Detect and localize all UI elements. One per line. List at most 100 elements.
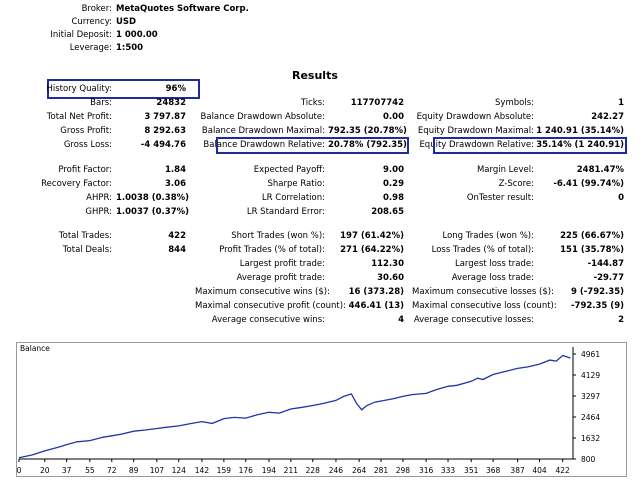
- equity-drawdown-maximal-label: Equity Drawdown Maximal:: [417, 126, 534, 136]
- maximal-consecutive-profit-count-label: Maximal consecutive profit (count):: [195, 301, 346, 311]
- short-trades-won-value: 197 (61.42%): [340, 231, 404, 241]
- lr-correlation-label: LR Correlation:: [261, 193, 325, 203]
- largest-loss-trade-label: Largest loss trade:: [454, 259, 534, 269]
- y-tick-label: 800: [581, 455, 596, 464]
- initial-deposit-label: Initial Deposit:: [50, 30, 112, 40]
- lr-standard-error-label: LR Standard Error:: [246, 207, 325, 217]
- z-score-label: Z-Score:: [498, 179, 534, 189]
- long-trades-won-value: 225 (66.67%): [560, 231, 624, 241]
- total-trades-label: Total Trades:: [58, 231, 112, 241]
- balance-line: [18, 354, 571, 459]
- bars-value: 24832: [156, 98, 186, 108]
- x-tick-label: 20: [40, 466, 50, 475]
- total-trades-value: 422: [168, 231, 186, 241]
- lr-correlation-value: 0.98: [383, 193, 404, 203]
- ahpr-value: 1.0038 (0.38%): [116, 193, 190, 203]
- profit-trades-of-total-value: 271 (64.22%): [340, 245, 404, 255]
- x-tick-label: 298: [396, 466, 411, 475]
- maximum-consecutive-losses-value: 9 (-792.35): [571, 287, 624, 297]
- x-tick-label: 159: [217, 466, 232, 475]
- leverage-label: Leverage:: [69, 43, 112, 53]
- sharpe-ratio-label: Sharpe Ratio:: [267, 179, 326, 189]
- maximal-consecutive-profit-count-value: 446.41 (13): [348, 301, 404, 311]
- ontester-result-value: 0: [618, 193, 624, 203]
- x-tick-label: 316: [419, 466, 434, 475]
- x-tick-label: 228: [306, 466, 321, 475]
- total-net-profit-label: Total Net Profit:: [46, 112, 112, 122]
- x-tick-label: 368: [486, 466, 501, 475]
- ticks-value: 117707742: [350, 98, 404, 108]
- symbols-value: 1: [618, 98, 624, 108]
- sharpe-ratio-value: 0.29: [383, 179, 404, 189]
- y-tick-label: 4961: [581, 350, 600, 359]
- ontester-result-label: OnTester result:: [466, 193, 534, 203]
- average-loss-trade-value: -29.77: [593, 273, 624, 283]
- x-tick-label: 124: [172, 466, 187, 475]
- largest-loss-trade-value: -144.87: [587, 259, 624, 269]
- x-tick-label: 176: [239, 466, 254, 475]
- balance-drawdown-relative-highlight: [216, 137, 409, 154]
- profit-factor-value: 1.84: [165, 165, 186, 175]
- x-tick-label: 37: [62, 466, 72, 475]
- profit-factor-label: Profit Factor:: [58, 165, 112, 175]
- average-profit-trade-value: 30.60: [377, 273, 404, 283]
- y-tick-label: 2464: [581, 413, 600, 422]
- x-tick-label: 351: [464, 466, 479, 475]
- balance-drawdown-absolute-value: 0.00: [383, 112, 404, 122]
- loss-trades-of-total-label: Loss Trades (% of total):: [431, 245, 534, 255]
- y-tick-label: 1632: [581, 434, 600, 443]
- x-tick-label: 55: [85, 466, 95, 475]
- x-tick-label: 107: [150, 466, 165, 475]
- broker-value: MetaQuotes Software Corp.: [116, 4, 249, 14]
- x-tick-label: 387: [510, 466, 525, 475]
- ticks-label: Ticks:: [300, 98, 325, 108]
- expected-payoff-label: Expected Payoff:: [253, 165, 325, 175]
- ahpr-label: AHPR:: [86, 193, 112, 203]
- recovery-factor-value: 3.06: [165, 179, 186, 189]
- equity-drawdown-relative-highlight: [433, 137, 627, 154]
- balance-drawdown-absolute-label: Balance Drawdown Absolute:: [200, 112, 325, 122]
- gross-loss-value: -4 494.76: [140, 140, 186, 150]
- expected-payoff-value: 9.00: [383, 165, 404, 175]
- z-score-value: -6.41 (99.74%): [553, 179, 624, 189]
- average-consecutive-wins-value: 4: [398, 315, 404, 325]
- x-tick-label: 89: [129, 466, 139, 475]
- x-tick-label: 72: [107, 466, 117, 475]
- x-tick-label: 404: [532, 466, 547, 475]
- currency-label: Currency:: [71, 17, 112, 27]
- x-tick-label: 281: [374, 466, 389, 475]
- bars-label: Bars:: [90, 98, 112, 108]
- average-consecutive-wins-label: Average consecutive wins:: [211, 315, 325, 325]
- x-tick-label: 0: [17, 466, 22, 475]
- gross-loss-label: Gross Loss:: [63, 140, 112, 150]
- y-tick-label: 3297: [581, 392, 600, 401]
- average-consecutive-losses-value: 2: [618, 315, 624, 325]
- ghpr-value: 1.0037 (0.37%): [116, 207, 190, 217]
- equity-drawdown-absolute-label: Equity Drawdown Absolute:: [416, 112, 534, 122]
- total-deals-value: 844: [168, 245, 186, 255]
- balance-drawdown-relative-label: Balance Drawdown Relative:: [203, 140, 325, 150]
- loss-trades-of-total-value: 151 (35.78%): [560, 245, 624, 255]
- balance-drawdown-maximal-value: 792.35 (20.78%): [328, 126, 407, 136]
- history-quality-value: 96%: [165, 84, 186, 94]
- equity-drawdown-relative-label: Equity Drawdown Relative:: [419, 140, 534, 150]
- ghpr-label: GHPR:: [85, 207, 112, 217]
- largest-profit-trade-value: 112.30: [371, 259, 404, 269]
- balance-drawdown-relative-value: 20.78% (792.35): [328, 140, 407, 150]
- gross-profit-value: 8 292.63: [144, 126, 186, 136]
- total-net-profit-value: 3 797.87: [144, 112, 186, 122]
- equity-drawdown-maximal-value: 1 240.91 (35.14%): [536, 126, 624, 136]
- recovery-factor-label: Recovery Factor:: [41, 179, 112, 189]
- gross-profit-label: Gross Profit:: [60, 126, 112, 136]
- leverage-value: 1:500: [116, 43, 144, 53]
- balance-chart-svg: Balance 0 20 37 55 72 89 107 124 142 159 176 194 211 2…: [17, 344, 600, 475]
- short-trades-won-label: Short Trades (won %):: [231, 231, 325, 241]
- margin-level-value: 2481.47%: [576, 165, 624, 175]
- chart-title: Balance: [20, 344, 50, 353]
- x-tick-label: 422: [556, 466, 571, 475]
- x-tick-label: 264: [352, 466, 367, 475]
- profit-trades-of-total-label: Profit Trades (% of total):: [219, 245, 325, 255]
- maximum-consecutive-losses-label: Maximum consecutive losses ($):: [412, 287, 554, 297]
- currency-value: USD: [116, 17, 137, 27]
- maximal-consecutive-loss-count-value: -792.35 (9): [571, 301, 624, 311]
